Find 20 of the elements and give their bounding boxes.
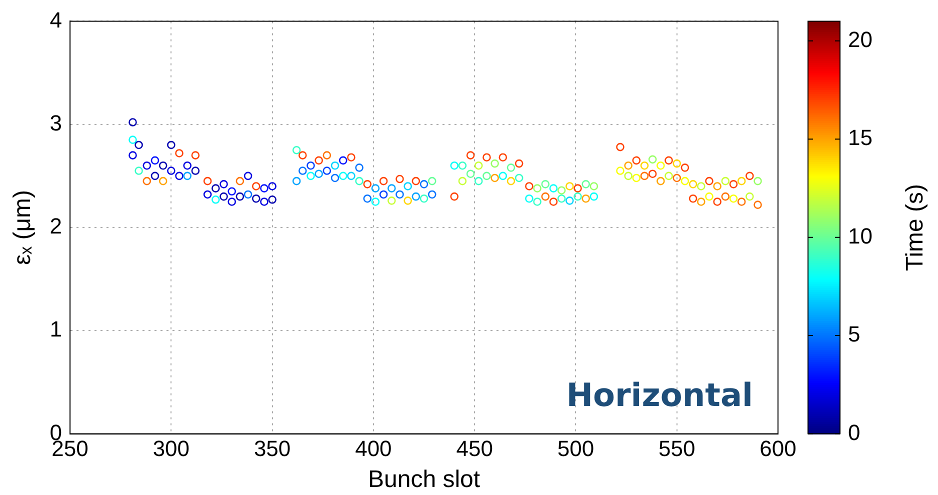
y-tick-label: 2 [50,214,62,239]
y-axis-title: εₓ (μm) [9,190,36,266]
color-bar-label: 15 [848,125,872,150]
annotation: Horizontal [566,376,753,414]
x-axis-title: Bunch slot [368,466,480,494]
y-tick-label: 4 [50,7,62,32]
y-tick-label: 3 [50,110,62,136]
x-tick-label: 350 [254,436,291,462]
x-tick-label: 400 [355,436,392,462]
color-bar-label: 10 [848,223,872,248]
x-tick-label: 300 [152,436,190,462]
color-bar-label: 5 [848,322,860,347]
x-tick-label: 450 [456,436,493,462]
x-tick-label: 600 [760,436,796,462]
color-bar-label: 20 [848,26,872,52]
x-tick-label: 550 [658,436,696,462]
y-tick-label: 1 [50,316,62,342]
color-bar-title: Time (s) [902,184,929,272]
color-bar-label: 0 [848,420,860,445]
x-tick-label: 500 [557,436,594,462]
